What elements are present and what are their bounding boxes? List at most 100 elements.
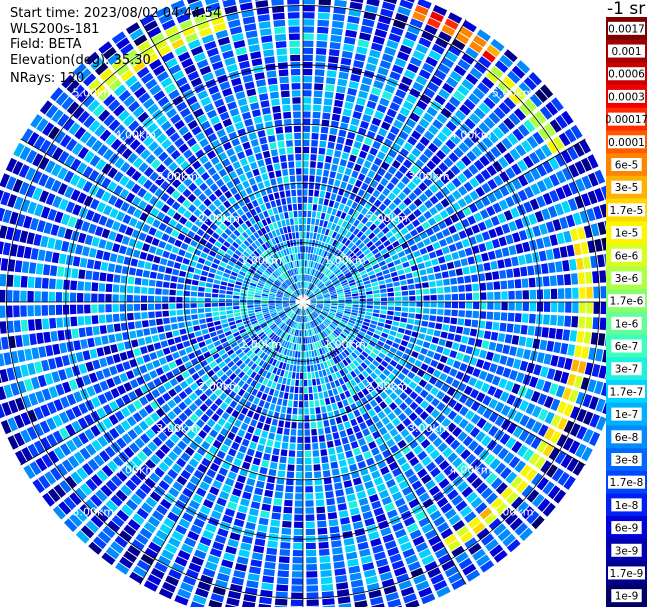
ppi-gate xyxy=(581,446,593,462)
ppi-gate xyxy=(235,281,243,286)
ppi-gate xyxy=(344,544,356,553)
ppi-gate xyxy=(187,367,196,375)
ppi-gate xyxy=(103,205,113,216)
ppi-gate xyxy=(201,440,211,450)
ppi-gate xyxy=(462,563,477,576)
ppi-gate xyxy=(427,17,441,29)
ppi-gate xyxy=(165,575,179,587)
ppi-gate xyxy=(193,249,202,256)
ppi-gate xyxy=(91,236,100,247)
ppi-gate xyxy=(184,418,194,428)
ppi-gate xyxy=(458,557,473,570)
ppi-gate xyxy=(298,401,303,408)
ppi-gate xyxy=(279,339,284,346)
ppi-gate xyxy=(245,521,256,530)
ppi-gate xyxy=(277,289,284,294)
ppi-gate xyxy=(221,257,229,264)
ppi-gate xyxy=(134,86,147,99)
ppi-gate xyxy=(604,220,606,228)
ppi-gate xyxy=(290,304,297,307)
ppi-gate xyxy=(131,170,142,182)
ppi-gate xyxy=(132,513,145,525)
ppi-gate xyxy=(258,399,265,408)
ppi-gate xyxy=(124,49,138,62)
ppi-gate xyxy=(177,316,184,322)
ppi-gate xyxy=(514,313,522,323)
ppi-gate xyxy=(333,330,340,336)
ppi-gate xyxy=(431,397,440,407)
ppi-gate xyxy=(55,304,63,315)
ppi-gate xyxy=(461,53,475,65)
ppi-gate xyxy=(320,275,326,281)
ppi-gate xyxy=(151,388,161,399)
ppi-gate xyxy=(145,154,156,165)
ppi-gate xyxy=(324,162,331,170)
ppi-gate xyxy=(355,322,362,327)
ppi-gate xyxy=(351,514,362,523)
ppi-gate xyxy=(103,345,112,355)
ppi-gate xyxy=(468,440,479,452)
ppi-gate xyxy=(120,407,131,418)
ppi-gate xyxy=(497,259,505,269)
ppi-gate xyxy=(389,235,397,243)
ppi-gate xyxy=(555,170,567,184)
ppi-gate xyxy=(258,367,264,375)
ppi-gate xyxy=(347,242,354,249)
ppi-gate xyxy=(49,278,56,289)
ppi-gate xyxy=(506,268,514,278)
ppi-gate xyxy=(372,544,384,554)
ppi-gate xyxy=(316,513,326,521)
ppi-gate xyxy=(468,542,482,555)
ppi-gate xyxy=(195,587,209,598)
ppi-gate xyxy=(165,354,174,363)
ppi-gate xyxy=(350,330,358,336)
ppi-gate xyxy=(226,294,233,299)
ppi-gate xyxy=(483,117,496,129)
ppi-gate xyxy=(96,407,107,419)
ppi-gate xyxy=(144,404,154,414)
ppi-gate xyxy=(198,313,205,319)
ppi-gate xyxy=(158,461,170,473)
ppi-gate xyxy=(495,226,504,237)
ppi-gate xyxy=(342,375,349,383)
ppi-gate xyxy=(487,292,494,300)
ppi-gate xyxy=(502,367,512,378)
ppi-gate xyxy=(207,167,217,176)
ppi-gate xyxy=(308,293,314,298)
ppi-gate xyxy=(374,267,382,274)
ppi-gate xyxy=(345,296,352,300)
ppi-gate xyxy=(227,590,242,600)
ppi-gate xyxy=(269,425,277,433)
ppi-gate xyxy=(36,332,44,344)
ppi-gate xyxy=(186,429,196,440)
ppi-gate xyxy=(317,264,322,271)
ppi-gate xyxy=(413,250,421,258)
ppi-gate xyxy=(264,561,276,570)
ppi-gate xyxy=(427,81,439,93)
ppi-gate xyxy=(309,175,315,182)
ppi-gate xyxy=(352,302,359,305)
ppi-gate xyxy=(343,257,350,264)
ppi-gate xyxy=(386,283,393,288)
ppi-gate xyxy=(342,43,355,52)
ppi-gate xyxy=(476,417,487,429)
ppi-gate xyxy=(536,180,547,193)
ppi-gate xyxy=(56,463,68,477)
ppi-gate xyxy=(354,276,362,281)
ppi-gate xyxy=(427,274,435,281)
ppi-gate xyxy=(366,487,377,496)
ppi-gate xyxy=(403,142,414,152)
ppi-gate xyxy=(339,264,346,271)
ppi-gate xyxy=(312,343,316,350)
ppi-gate xyxy=(426,160,437,171)
ppi-gate xyxy=(77,232,87,244)
ppi-gate xyxy=(160,77,173,88)
ppi-gate xyxy=(350,379,357,387)
ppi-gate xyxy=(275,484,284,492)
ppi-gate xyxy=(452,457,463,469)
ppi-gate xyxy=(314,83,324,91)
ppi-gate xyxy=(48,291,55,302)
ppi-gate xyxy=(284,293,291,297)
ppi-gate xyxy=(289,364,293,372)
ppi-gate xyxy=(290,321,295,328)
